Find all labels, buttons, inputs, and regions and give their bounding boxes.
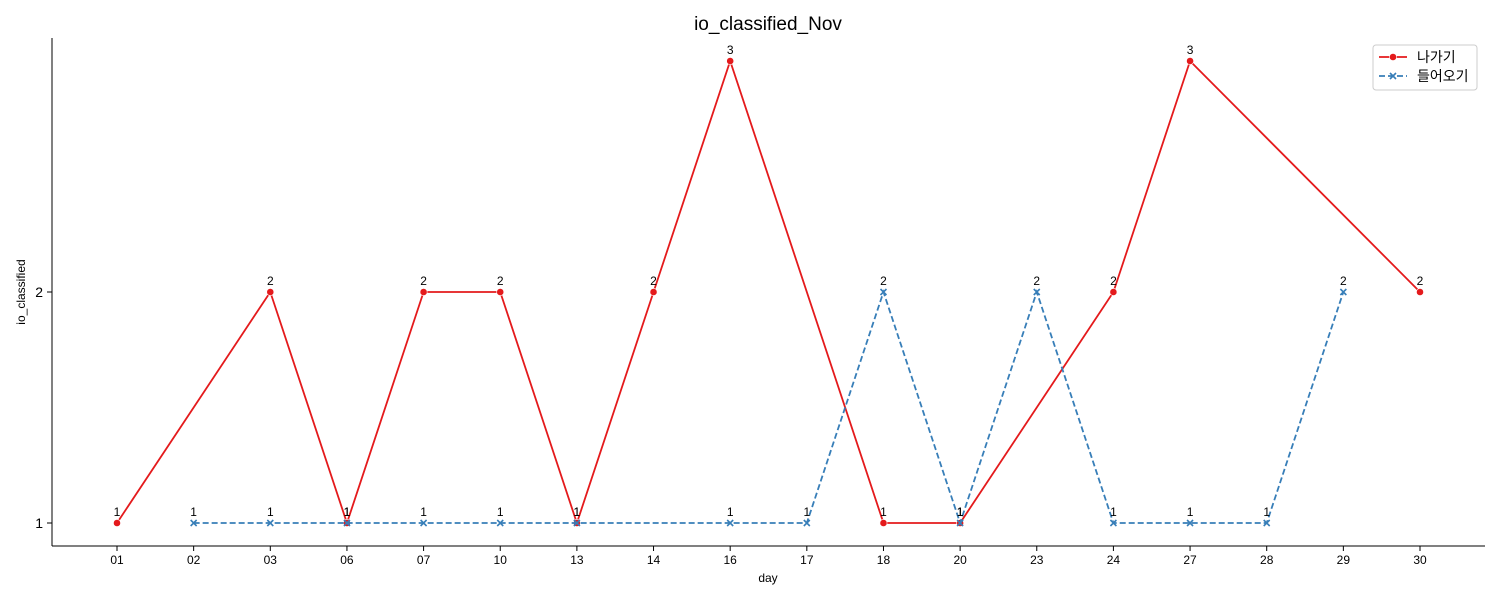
series-0-point-07 (419, 288, 428, 296)
data-label-s0-07: 2 (420, 274, 427, 288)
series-layer (113, 57, 1424, 527)
series-1-point-24 (1109, 519, 1117, 527)
series-0-point-14 (649, 288, 658, 296)
x-axis-label: day (758, 571, 777, 585)
x-tick-label-30: 30 (1413, 553, 1427, 567)
data-label-s0-27: 3 (1187, 43, 1194, 57)
series-0-point-01 (113, 519, 121, 527)
x-tick-label-24: 24 (1107, 553, 1121, 567)
series-0 (113, 57, 1424, 527)
data-label-s1-29: 2 (1340, 274, 1347, 288)
x-tick-label-06: 06 (340, 553, 354, 567)
data-label-s1-24: 1 (1110, 505, 1117, 519)
x-tick-label-10: 10 (494, 553, 508, 567)
data-label-s1-13: 1 (574, 505, 581, 519)
data-label-s0-10: 2 (497, 274, 504, 288)
legend-marker-1 (1389, 72, 1397, 80)
x-tick-label-29: 29 (1337, 553, 1351, 567)
x-tick-label-28: 28 (1260, 553, 1274, 567)
series-0-point-24 (1109, 288, 1118, 296)
data-label-s1-20: 1 (957, 505, 964, 519)
x-tick-label-02: 02 (187, 553, 201, 567)
data-label-s0-14: 2 (650, 274, 657, 288)
legend-label-1: 들어오기 (1417, 68, 1469, 84)
data-label-s1-03: 1 (267, 505, 274, 519)
x-tick-label-23: 23 (1030, 553, 1044, 567)
x-tick-label-14: 14 (647, 553, 661, 567)
data-label-s1-07: 1 (420, 505, 427, 519)
data-label-s0-18: 1 (880, 505, 887, 519)
data-label-s1-10: 1 (497, 505, 504, 519)
x-tick-label-01: 01 (110, 553, 124, 567)
series-line-0 (116, 58, 1421, 526)
y-axis-label: io_classified (14, 259, 28, 324)
data-label-s0-13: 1 (574, 505, 581, 519)
series-0-point-27 (1186, 57, 1194, 65)
series-0-point-30 (1416, 288, 1424, 296)
series-1-point-16 (726, 519, 734, 527)
data-label-s1-23: 2 (1033, 274, 1040, 288)
chart-title: io_classified_Nov (694, 14, 842, 35)
x-tick-label-03: 03 (264, 553, 278, 567)
data-label-s1-18: 2 (880, 274, 887, 288)
data-label-s0-20: 1 (957, 505, 964, 519)
series-1-point-03 (266, 519, 274, 527)
series-line-1 (193, 289, 1345, 526)
data-label-s1-28: 1 (1263, 505, 1270, 519)
data-label-s0-01: 1 (114, 505, 121, 519)
data-label-s0-30: 2 (1417, 274, 1424, 288)
x-tick-label-13: 13 (570, 553, 584, 567)
series-1-point-27 (1186, 519, 1194, 527)
series-1-point-18 (879, 288, 888, 296)
x-tick-label-17: 17 (800, 553, 814, 567)
data-label-s0-03: 2 (267, 274, 274, 288)
data-label-s1-02: 1 (190, 505, 197, 519)
legend-marker-0 (1389, 53, 1397, 61)
x-tick-label-07: 07 (417, 553, 431, 567)
data-label-s0-24: 2 (1110, 274, 1117, 288)
series-1-point-17 (803, 519, 811, 527)
series-1-point-07 (420, 519, 428, 527)
data-label-s1-27: 1 (1187, 505, 1194, 519)
legend-label-0: 나가기 (1417, 49, 1456, 65)
series-0-point-16 (726, 57, 735, 65)
series-0-point-03 (266, 288, 275, 296)
y-tick-label-1: 1 (35, 515, 43, 531)
x-tick-label-18: 18 (877, 553, 891, 567)
series-1-point-10 (496, 519, 504, 527)
x-tick-label-27: 27 (1183, 553, 1197, 567)
series-1-point-29 (1339, 288, 1347, 296)
series-1-point-13 (573, 519, 581, 527)
series-0-point-18 (879, 519, 888, 527)
series-0-point-10 (496, 288, 505, 296)
series-1-point-06 (343, 519, 351, 527)
data-label-s1-06: 1 (344, 505, 351, 519)
series-1-point-20 (956, 519, 964, 527)
data-label-s0-06: 1 (344, 505, 351, 519)
x-tick-label-20: 20 (953, 553, 967, 567)
x-tick-label-16: 16 (723, 553, 737, 567)
series-1-point-28 (1263, 519, 1271, 527)
series-1-point-02 (190, 519, 198, 527)
series-1 (190, 288, 1347, 527)
y-tick-label-2: 2 (35, 284, 43, 300)
data-label-s0-16: 3 (727, 43, 734, 57)
series-1-point-23 (1033, 288, 1041, 296)
data-label-s1-16: 1 (727, 505, 734, 519)
data-label-s1-17: 1 (803, 505, 810, 519)
